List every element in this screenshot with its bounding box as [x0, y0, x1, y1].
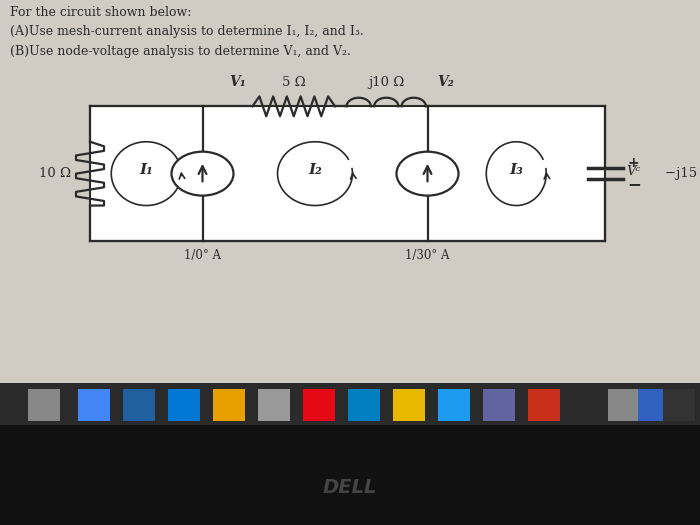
Text: 1/0° A: 1/0° A — [184, 249, 221, 262]
Text: V₁: V₁ — [230, 75, 246, 89]
Text: −j15 Ω: −j15 Ω — [665, 167, 700, 180]
Text: I₂: I₂ — [308, 163, 322, 177]
Text: 10 Ω: 10 Ω — [39, 167, 71, 180]
FancyBboxPatch shape — [213, 390, 245, 421]
FancyBboxPatch shape — [0, 383, 700, 425]
FancyBboxPatch shape — [78, 390, 110, 421]
FancyBboxPatch shape — [258, 390, 290, 421]
Text: 1/30° A: 1/30° A — [405, 249, 450, 262]
FancyBboxPatch shape — [608, 390, 640, 421]
FancyBboxPatch shape — [348, 390, 380, 421]
FancyBboxPatch shape — [90, 106, 605, 241]
FancyBboxPatch shape — [28, 390, 60, 421]
Text: j10 Ω: j10 Ω — [368, 76, 405, 89]
Text: +: + — [627, 156, 639, 170]
Text: Vᶜ: Vᶜ — [626, 165, 640, 178]
Text: (A)Use mesh-current analysis to determine I₁, I₂, and I₃.: (A)Use mesh-current analysis to determin… — [10, 25, 364, 38]
Text: I₃: I₃ — [510, 163, 523, 177]
FancyBboxPatch shape — [483, 390, 515, 421]
FancyBboxPatch shape — [303, 390, 335, 421]
Text: I₁: I₁ — [139, 163, 153, 177]
FancyBboxPatch shape — [168, 390, 200, 421]
Text: 5 Ω: 5 Ω — [282, 76, 306, 89]
Text: V₂: V₂ — [438, 75, 454, 89]
FancyBboxPatch shape — [438, 390, 470, 421]
FancyBboxPatch shape — [528, 390, 560, 421]
FancyBboxPatch shape — [0, 425, 700, 525]
Text: −: − — [627, 175, 641, 193]
FancyBboxPatch shape — [663, 390, 695, 421]
Circle shape — [172, 152, 234, 196]
Text: DELL: DELL — [323, 478, 377, 497]
FancyBboxPatch shape — [638, 390, 670, 421]
Circle shape — [396, 152, 459, 196]
Text: (B)Use node-voltage analysis to determine V₁, and V₂.: (B)Use node-voltage analysis to determin… — [10, 45, 351, 58]
FancyBboxPatch shape — [393, 390, 425, 421]
Text: For the circuit shown below:: For the circuit shown below: — [10, 6, 191, 19]
FancyBboxPatch shape — [123, 390, 155, 421]
